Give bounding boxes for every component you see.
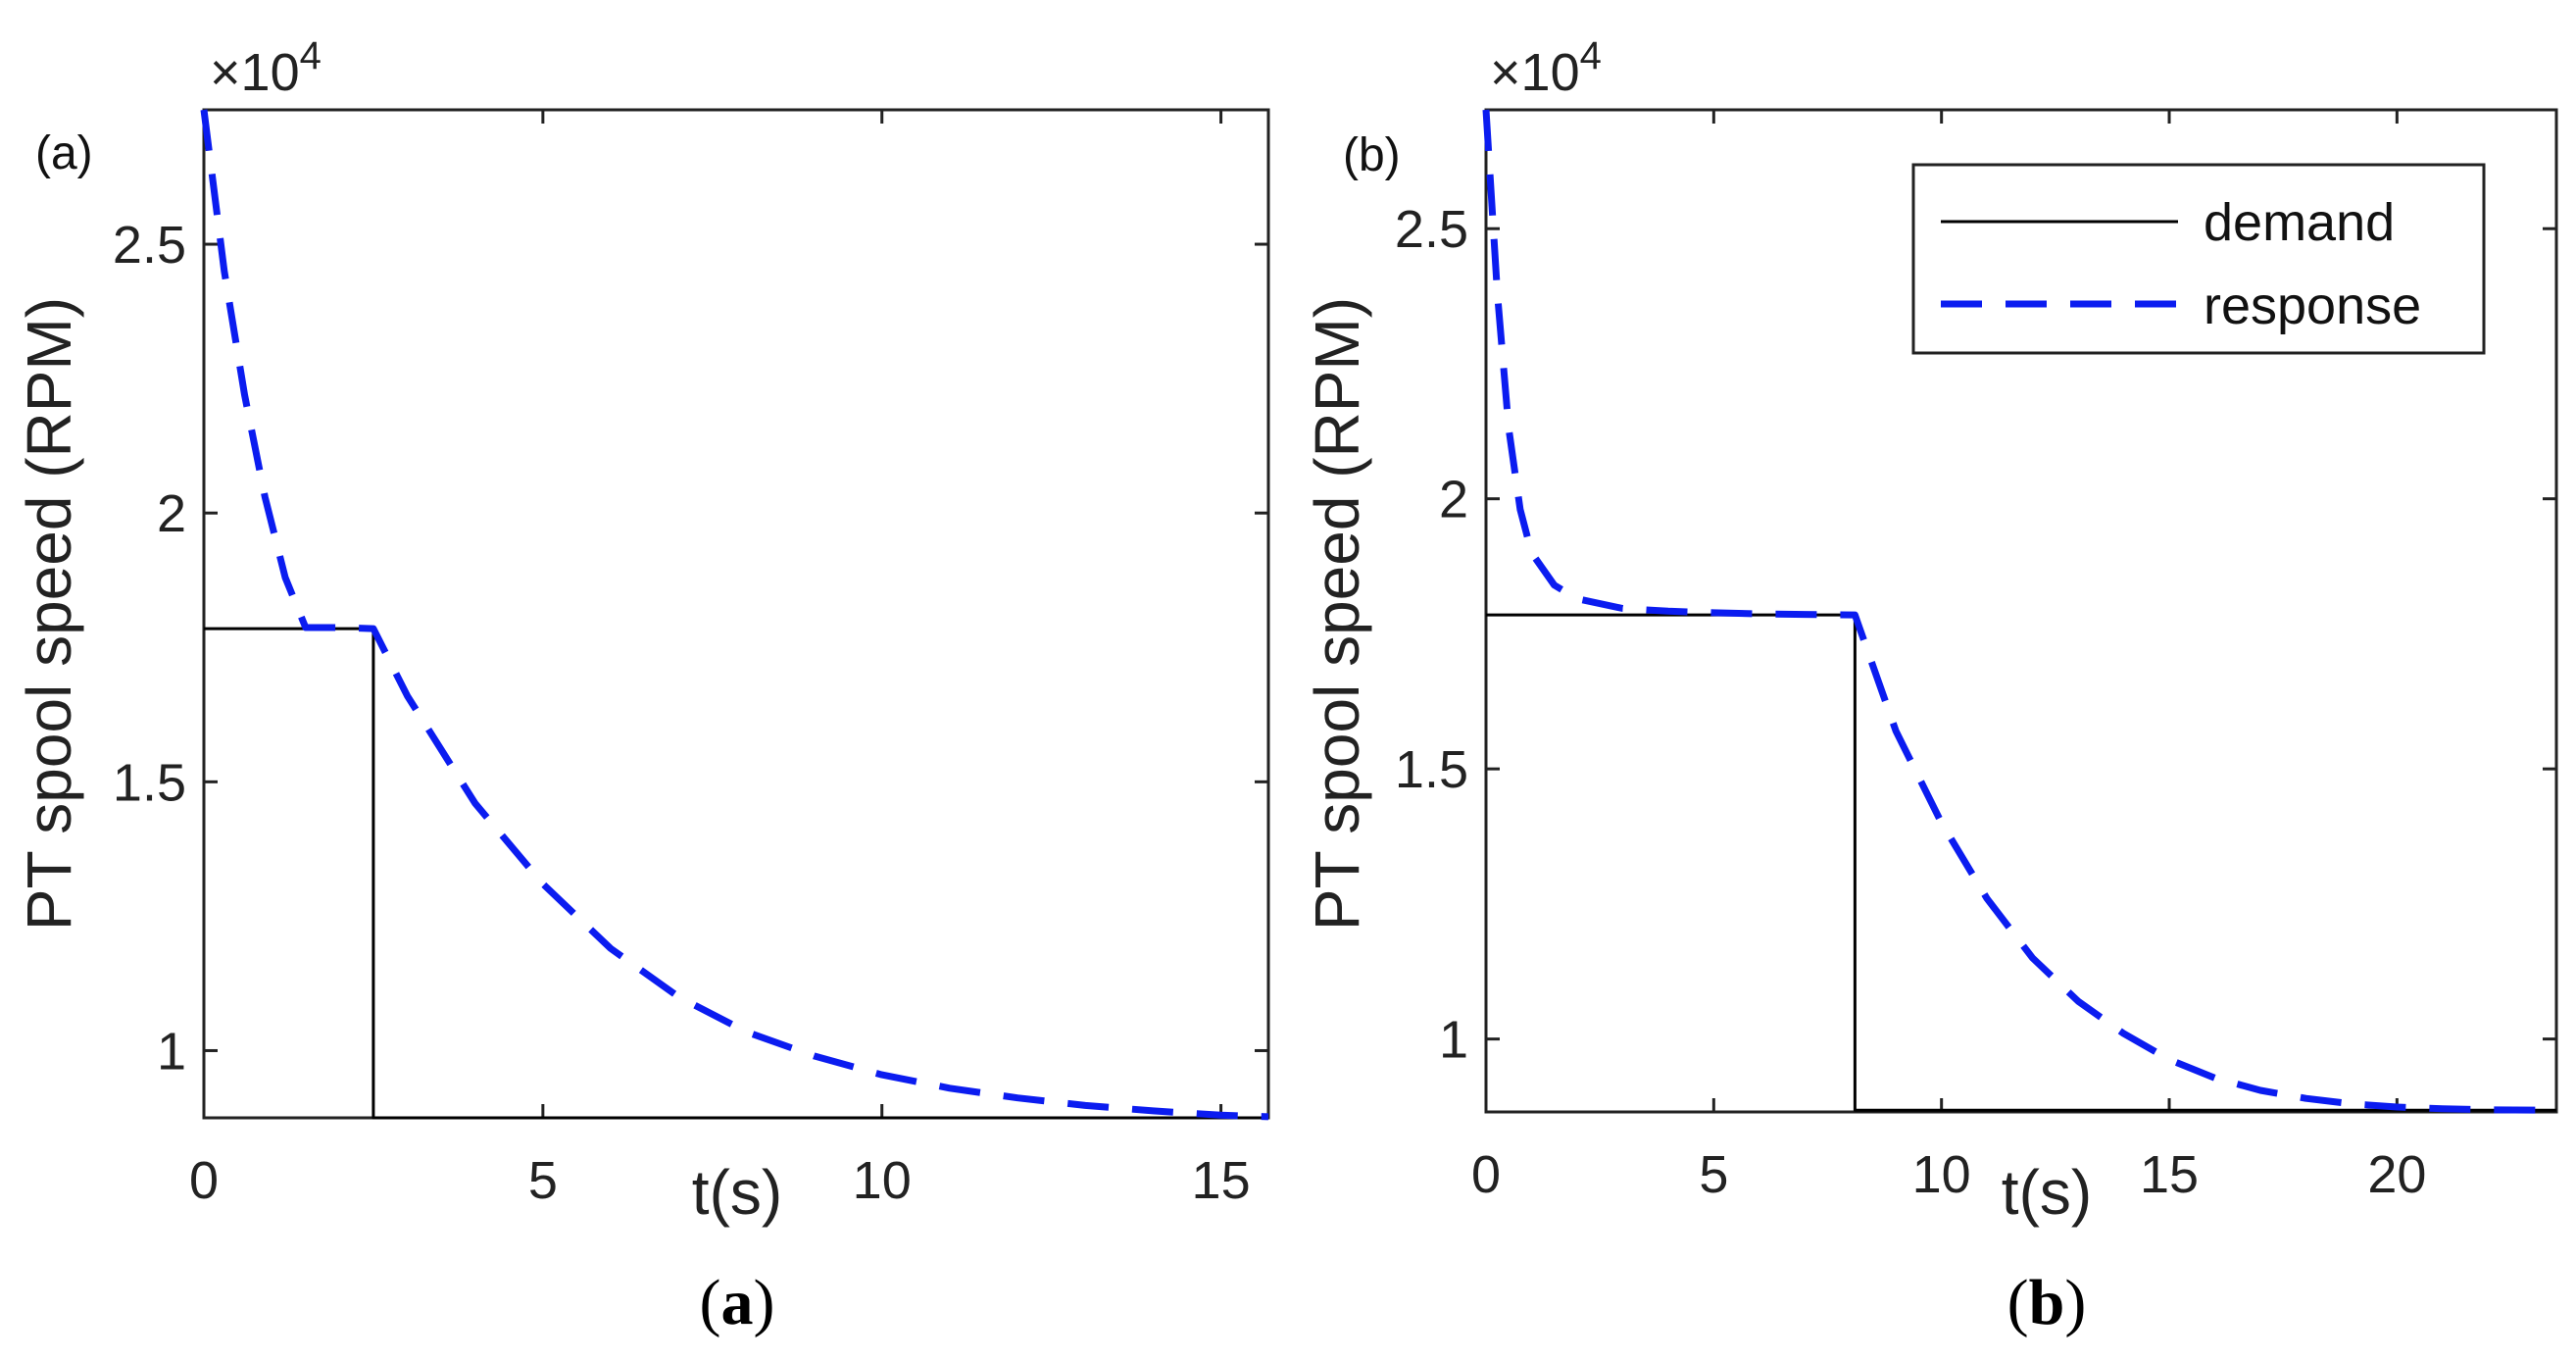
y-tick-label: 1.5 — [113, 753, 186, 812]
legend-box — [1911, 163, 2486, 355]
y-tick-label: 2 — [1439, 471, 1468, 529]
legend-demand-label: demand — [2204, 193, 2395, 252]
legend-b: demand response — [1911, 163, 2486, 355]
sci-multiplier-a: ×104 — [210, 34, 322, 102]
y-tick-label: 2 — [157, 484, 186, 543]
caption-b: (b) — [2007, 1267, 2087, 1338]
panel-tag-b: (b) — [1343, 129, 1401, 181]
y-tick-label: 1 — [1439, 1011, 1468, 1070]
x-tick-label: 0 — [189, 1151, 219, 1210]
y-tick-label: 2.5 — [1395, 200, 1468, 259]
tick-labels-b: 0 5 10 15 20 1 1.5 2 2.5 — [1395, 200, 2426, 1204]
x-tick-label: 10 — [1912, 1145, 1971, 1204]
panel-a: 0 5 10 15 1 1.5 2 2.5 ×104 (a) PT spool speed (… — [14, 34, 1270, 1338]
x-tick-label: 15 — [2140, 1145, 2199, 1204]
x-axis-label-a: t(s) — [692, 1157, 782, 1228]
x-tick-label: 15 — [1192, 1151, 1251, 1210]
y-tick-label: 2.5 — [113, 216, 186, 275]
series-group-a — [200, 109, 1269, 1121]
plot-frame-a — [202, 108, 1270, 1120]
y-axis-label-a: PT spool speed (RPM) — [14, 297, 84, 931]
x-tick-label: 20 — [2367, 1145, 2426, 1204]
panel-tag-a: (a) — [35, 127, 93, 179]
tick-labels-a: 0 5 10 15 1 1.5 2 2.5 — [113, 216, 1251, 1210]
x-tick-label: 5 — [1699, 1145, 1728, 1204]
caption-a: (a) — [700, 1267, 775, 1338]
series-line-demand — [204, 627, 1268, 1120]
tick-marks-b — [1484, 110, 2556, 1112]
y-tick-label: 1 — [157, 1022, 186, 1081]
x-tick-label: 10 — [853, 1151, 912, 1210]
panel-b: 0 5 10 15 20 1 1.5 2 2.5 ×104 (b) PT spool speed… — [1302, 34, 2558, 1338]
series-line-response — [1482, 109, 2557, 1114]
plot-frame-b — [1484, 108, 2558, 1114]
x-axis-label-b: t(s) — [2002, 1157, 2092, 1228]
sci-multiplier-b: ×104 — [1490, 34, 1602, 102]
x-tick-label: 5 — [528, 1151, 558, 1210]
tick-marks-a — [202, 110, 1268, 1118]
legend-response-label: response — [2204, 277, 2421, 335]
x-tick-label: 0 — [1471, 1145, 1501, 1204]
y-axis-label-b: PT spool speed (RPM) — [1302, 297, 1372, 931]
y-tick-label: 1.5 — [1395, 740, 1468, 799]
series-group-b — [1482, 109, 2557, 1114]
series-line-response — [200, 109, 1269, 1121]
series-line-demand — [1486, 613, 2556, 1112]
